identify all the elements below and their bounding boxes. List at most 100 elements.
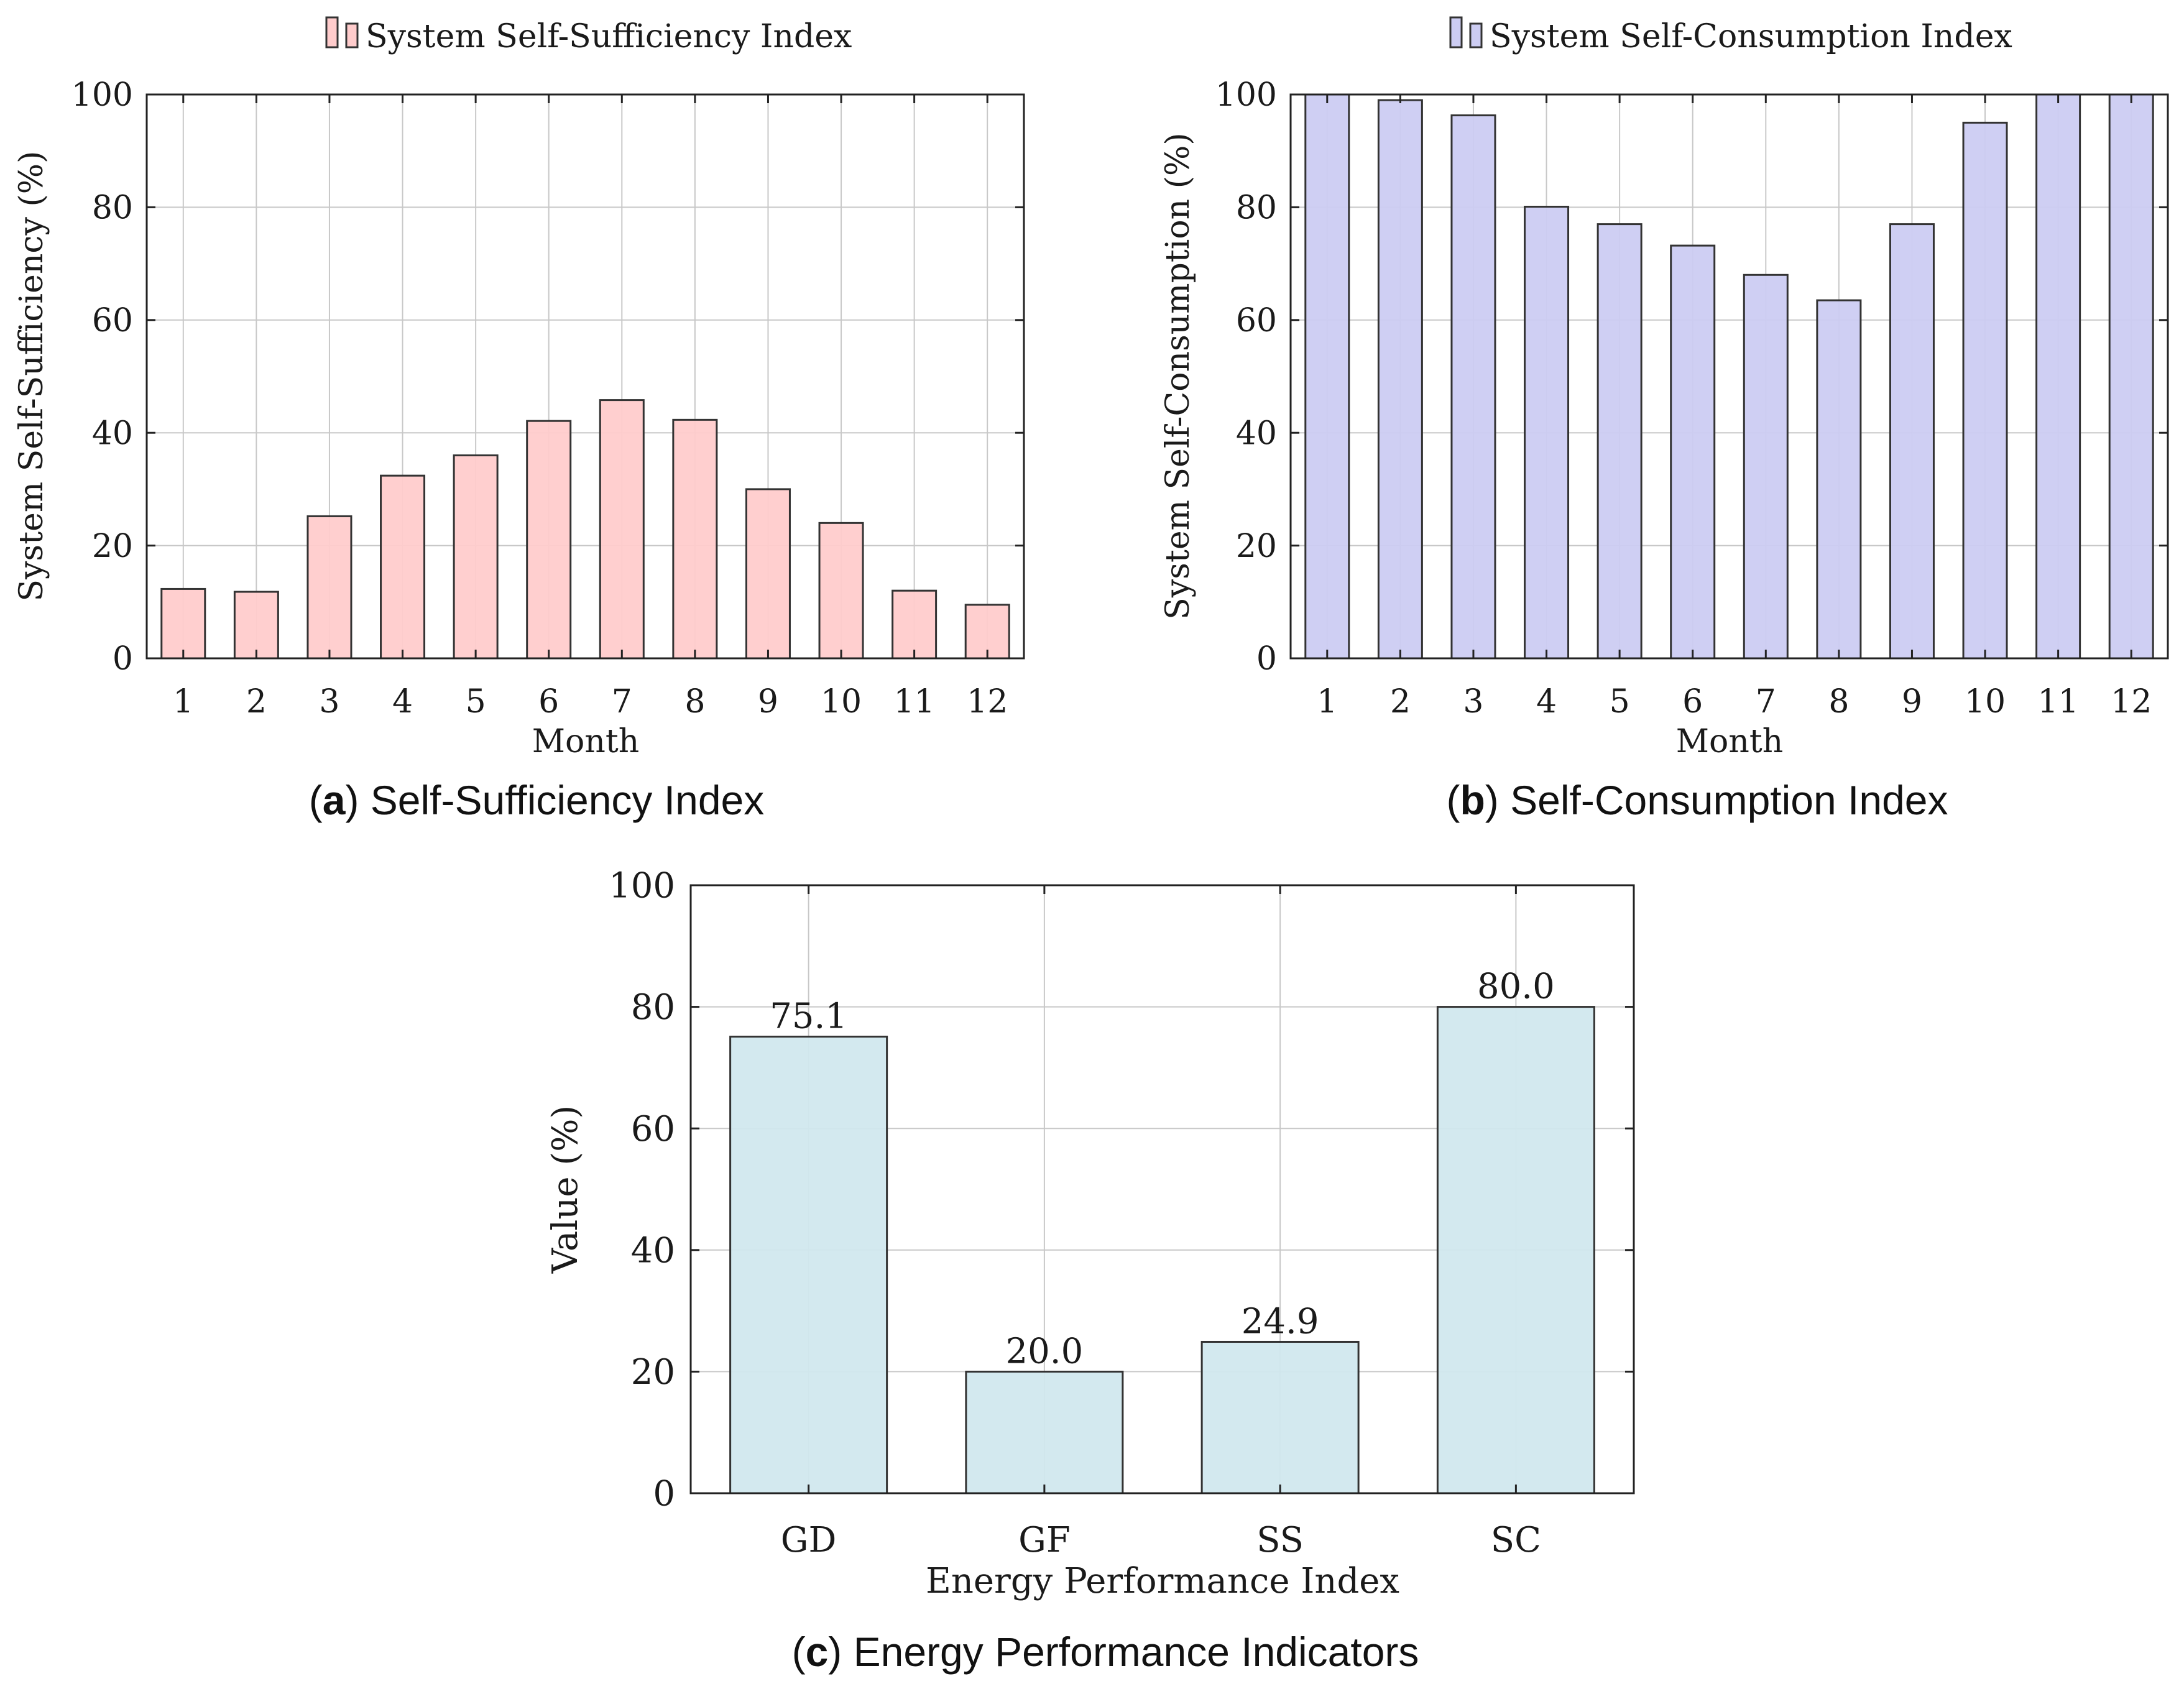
bars: [160, 399, 1010, 660]
y-tick-label: 0: [113, 640, 133, 678]
bars: [1304, 93, 2154, 660]
x-tick-label: 5: [466, 683, 486, 721]
x-tick-label: 2: [246, 683, 267, 721]
caption-text: Self-Sufficiency Index: [371, 777, 764, 823]
bar: [1962, 121, 2008, 660]
caption-letter: c: [806, 1629, 829, 1675]
legend: System Self-Consumption Index: [1449, 16, 2012, 55]
caption-text: Self-Consumption Index: [1510, 777, 1948, 823]
bar: [1670, 244, 1716, 660]
y-tick-label: 40: [1236, 415, 1277, 452]
y-tick-label: 100: [71, 76, 133, 114]
x-tick-label: 3: [1463, 683, 1483, 721]
x-tick-label: 5: [1610, 683, 1630, 721]
data-label: 20.0: [1006, 1331, 1084, 1371]
chart-self-sufficiency: System Self-Sufficiency Index 0 20 40 60 80 1…: [13, 16, 1025, 823]
bar: [1597, 223, 1643, 660]
y-tick-label: 60: [92, 302, 133, 339]
bar: [2108, 93, 2154, 660]
x-tick-label: 9: [758, 683, 778, 721]
bar: [965, 1370, 1124, 1494]
y-tick-label: 20: [92, 528, 133, 565]
bar: [160, 587, 206, 660]
y-tick-label: 20: [631, 1352, 675, 1393]
y-tick-label: 80: [631, 987, 675, 1028]
x-tick-label: 6: [1682, 683, 1703, 721]
x-tick-label: 3: [319, 683, 339, 721]
x-tick-label: 12: [2111, 683, 2152, 721]
x-axis-label: Month: [1676, 723, 1783, 760]
x-axis-label: Energy Performance Index: [926, 1561, 1399, 1601]
bar: [453, 454, 499, 660]
caption: (a) Self-Sufficiency Index: [309, 777, 764, 823]
x-tick-label: 8: [1828, 683, 1849, 721]
bar: [1377, 99, 1423, 660]
bar: [672, 418, 718, 660]
data-label: 24.9: [1242, 1301, 1319, 1342]
x-tick-label: SC: [1491, 1520, 1541, 1560]
bar: [964, 604, 1010, 660]
x-axis-label: Month: [532, 723, 639, 760]
y-tick-label: 60: [631, 1109, 675, 1149]
bar: [1450, 114, 1496, 660]
legend-swatch: [1449, 16, 1463, 48]
y-tick-label: 40: [92, 415, 133, 452]
bar: [380, 474, 426, 660]
bar: [892, 589, 938, 660]
bar: [2035, 93, 2081, 660]
x-tick-label: 9: [1902, 683, 1922, 721]
bar: [1304, 93, 1350, 660]
plot-frame: [1289, 93, 2169, 660]
x-tick-label: 12: [967, 683, 1008, 721]
x-tick-label: SS: [1256, 1520, 1304, 1560]
x-tick-label: 11: [894, 683, 935, 721]
x-tick-label: 1: [173, 683, 193, 721]
caption: (b) Self-Consumption Index: [1446, 777, 1948, 823]
legend-label: System Self-Consumption Index: [1490, 18, 2012, 55]
plot-frame: [689, 884, 1635, 1494]
x-tick-label: 4: [392, 683, 413, 721]
legend-swatch: [325, 16, 339, 48]
caption-text: Energy Performance Indicators: [854, 1629, 1419, 1675]
x-tick-label: 10: [1965, 683, 2006, 721]
bar: [233, 591, 279, 660]
y-axis-label: System Self-Sufficiency (%): [13, 151, 50, 602]
caption-letter: a: [323, 777, 346, 823]
bar: [1436, 1006, 1595, 1494]
bar: [745, 488, 791, 660]
plot-frame: [145, 93, 1025, 660]
x-tick-label: 4: [1536, 683, 1557, 721]
gridlines: [147, 94, 1024, 659]
x-tick-label: GD: [781, 1520, 837, 1560]
y-tick-label: 100: [1215, 76, 1277, 114]
y-tick-label: 60: [1236, 302, 1277, 339]
bar: [599, 399, 645, 660]
data-labels: 75.1 20.0 24.9 80.0: [770, 967, 1554, 1372]
bar: [1816, 299, 1862, 660]
caption-letter: b: [1460, 777, 1485, 823]
data-label: 80.0: [1477, 967, 1555, 1007]
chart-self-consumption: System Self-Consumption Index 0 20 40 60 80 1…: [1159, 16, 2169, 823]
legend-label: System Self-Sufficiency Index: [366, 18, 852, 55]
bar: [1524, 205, 1570, 660]
y-tick-label: 0: [1256, 640, 1277, 678]
x-tick-label: 6: [538, 683, 559, 721]
x-tick-label: 8: [684, 683, 705, 721]
x-tick-label: 2: [1390, 683, 1411, 721]
y-tick-label: 80: [92, 190, 133, 227]
y-tick-label: 20: [1236, 528, 1277, 565]
x-tick-label: GF: [1018, 1520, 1071, 1560]
x-tick-label: 10: [821, 683, 862, 721]
x-tick-label: 7: [1756, 683, 1776, 721]
x-tick-label: 7: [612, 683, 632, 721]
y-axis-label: System Self-Consumption (%): [1159, 132, 1197, 619]
axes: 0 20 40 60 80 100 GD GF SS SC: [609, 866, 1634, 1560]
bar: [1200, 1340, 1360, 1494]
bar: [1743, 274, 1789, 660]
y-axis-label: Value (%): [545, 1105, 586, 1274]
x-tick-label: 1: [1317, 683, 1337, 721]
y-tick-label: 40: [631, 1230, 675, 1271]
